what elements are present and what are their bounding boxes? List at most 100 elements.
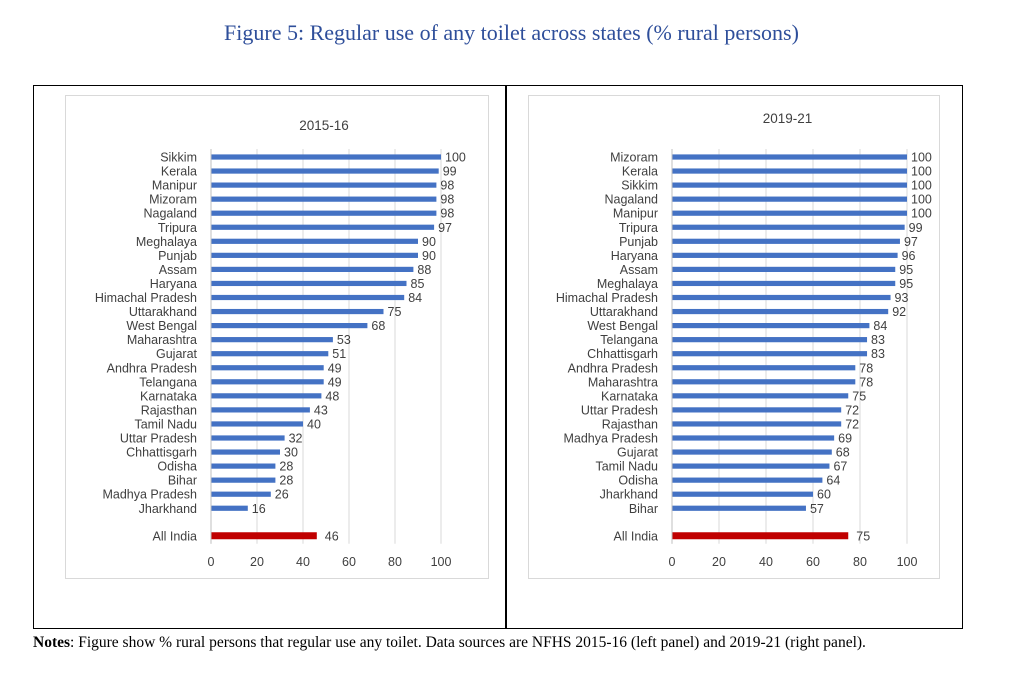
bar-haryana	[211, 280, 407, 287]
bar-uttar-pradesh	[672, 407, 842, 413]
x-tick-label: 0	[208, 555, 215, 569]
data-label-maharashtra: 78	[859, 375, 873, 389]
data-label-sikkim: 100	[911, 179, 932, 193]
category-label-mizoram: Mizoram	[610, 151, 658, 165]
data-label-assam: 88	[417, 263, 431, 277]
data-label-west-bengal: 68	[371, 319, 385, 333]
category-label-karnataka: Karnataka	[601, 389, 658, 403]
bar-meghalaya	[211, 238, 418, 244]
category-label-kerala: Kerala	[622, 165, 658, 179]
notes-label: Notes	[33, 634, 71, 651]
category-label-assam: Assam	[159, 263, 197, 277]
category-label-sikkim: Sikkim	[160, 151, 197, 165]
bar-sikkim	[672, 182, 907, 188]
category-label-haryana: Haryana	[150, 277, 197, 291]
bar-telangana	[672, 337, 868, 343]
category-label-telangana: Telangana	[600, 333, 658, 347]
category-label-all-india: All India	[153, 529, 198, 543]
data-label-maharashtra: 53	[337, 333, 351, 347]
bar-chhattisgarh	[211, 449, 280, 455]
data-label-tamil-nadu: 67	[833, 460, 847, 474]
category-label-bihar: Bihar	[629, 502, 658, 516]
bar-kerala	[672, 168, 907, 174]
data-label-karnataka: 75	[852, 389, 866, 403]
data-label-nagaland: 98	[440, 207, 454, 221]
bar-karnataka	[211, 393, 322, 399]
category-label-uttar-pradesh: Uttar Pradesh	[581, 403, 658, 417]
bar-punjab	[211, 252, 418, 258]
x-tick-label: 0	[669, 555, 676, 569]
data-label-telangana: 49	[328, 375, 342, 389]
bar-maharashtra	[672, 379, 856, 385]
data-label-gujarat: 51	[332, 347, 346, 361]
bar-uttarakhand	[672, 308, 889, 315]
data-label-manipur: 100	[911, 207, 932, 221]
bar-jharkhand	[672, 491, 813, 497]
data-label-sikkim: 100	[445, 151, 466, 165]
category-label-jharkhand: Jharkhand	[600, 488, 658, 502]
category-label-odisha: Odisha	[157, 460, 197, 474]
category-label-uttarakhand: Uttarakhand	[129, 305, 197, 319]
x-tick-label: 40	[759, 555, 773, 569]
notes: Notes: Figure show % rural persons that …	[33, 632, 983, 654]
category-label-madhya-pradesh: Madhya Pradesh	[102, 488, 197, 502]
data-label-chhattisgarh: 83	[871, 347, 885, 361]
bar-madhya-pradesh	[672, 435, 835, 441]
bar-west-bengal	[211, 323, 368, 329]
data-label-andhra-pradesh: 78	[859, 361, 873, 375]
category-label-mizoram: Mizoram	[149, 193, 197, 207]
bar-himachal-pradesh	[211, 294, 405, 301]
category-label-meghalaya: Meghalaya	[597, 277, 658, 291]
data-label-uttarakhand: 92	[892, 305, 906, 319]
data-label-west-bengal: 84	[873, 319, 887, 333]
bar-karnataka	[672, 393, 849, 399]
data-label-punjab: 97	[904, 235, 918, 249]
bar-uttar-pradesh	[211, 435, 285, 441]
category-label-nagaland: Nagaland	[604, 193, 658, 207]
figure-title: Figure 5: Regular use of any toilet acro…	[224, 20, 799, 45]
data-label-tripura: 99	[909, 221, 923, 235]
category-label-manipur: Manipur	[613, 207, 658, 221]
data-label-all-india: 75	[856, 529, 870, 543]
data-label-gujarat: 68	[836, 446, 850, 460]
category-label-west-bengal: West Bengal	[126, 319, 197, 333]
category-label-gujarat: Gujarat	[156, 347, 198, 361]
x-tick-label: 80	[388, 555, 402, 569]
panel-divider	[505, 85, 507, 629]
bar-tamil-nadu	[672, 463, 830, 469]
figure-frame	[33, 85, 963, 629]
data-label-jharkhand: 16	[252, 502, 266, 516]
bar-nagaland	[672, 196, 907, 202]
category-label-tamil-nadu: Tamil Nadu	[134, 417, 197, 431]
bar-mizoram	[211, 196, 437, 202]
category-label-bihar: Bihar	[168, 474, 197, 488]
x-tick-label: 40	[296, 555, 310, 569]
category-label-manipur: Manipur	[152, 179, 197, 193]
bar-gujarat	[672, 449, 832, 455]
left-panel: 2015-16 Sikkim 100 Kerala 99 Manipur 98 Mizoram…	[65, 95, 489, 579]
category-label-himachal-pradesh: Himachal Pradesh	[556, 291, 658, 305]
bar-bihar	[211, 477, 276, 483]
category-label-all-india: All India	[614, 529, 659, 543]
data-label-uttar-pradesh: 32	[289, 432, 303, 446]
data-label-rajasthan: 72	[845, 417, 859, 431]
data-label-karnataka: 48	[325, 389, 339, 403]
data-label-kerala: 100	[911, 165, 932, 179]
data-label-mizoram: 100	[911, 151, 932, 165]
x-tick-label: 100	[431, 555, 452, 569]
bar-gujarat	[211, 351, 329, 357]
data-label-tamil-nadu: 40	[307, 417, 321, 431]
notes-text: : Figure show % rural persons that regul…	[70, 634, 866, 651]
bar-madhya-pradesh	[211, 491, 271, 497]
category-label-nagaland: Nagaland	[143, 207, 197, 221]
x-tick-label: 100	[897, 555, 918, 569]
data-label-odisha: 64	[826, 474, 840, 488]
category-label-maharashtra: Maharashtra	[127, 333, 197, 347]
category-label-tripura: Tripura	[619, 221, 658, 235]
bar-himachal-pradesh	[672, 294, 891, 301]
bar-kerala	[211, 168, 439, 174]
data-label-all-india: 46	[325, 529, 339, 543]
bar-rajasthan	[672, 421, 842, 427]
category-label-punjab: Punjab	[158, 249, 197, 263]
data-label-punjab: 90	[422, 249, 436, 263]
